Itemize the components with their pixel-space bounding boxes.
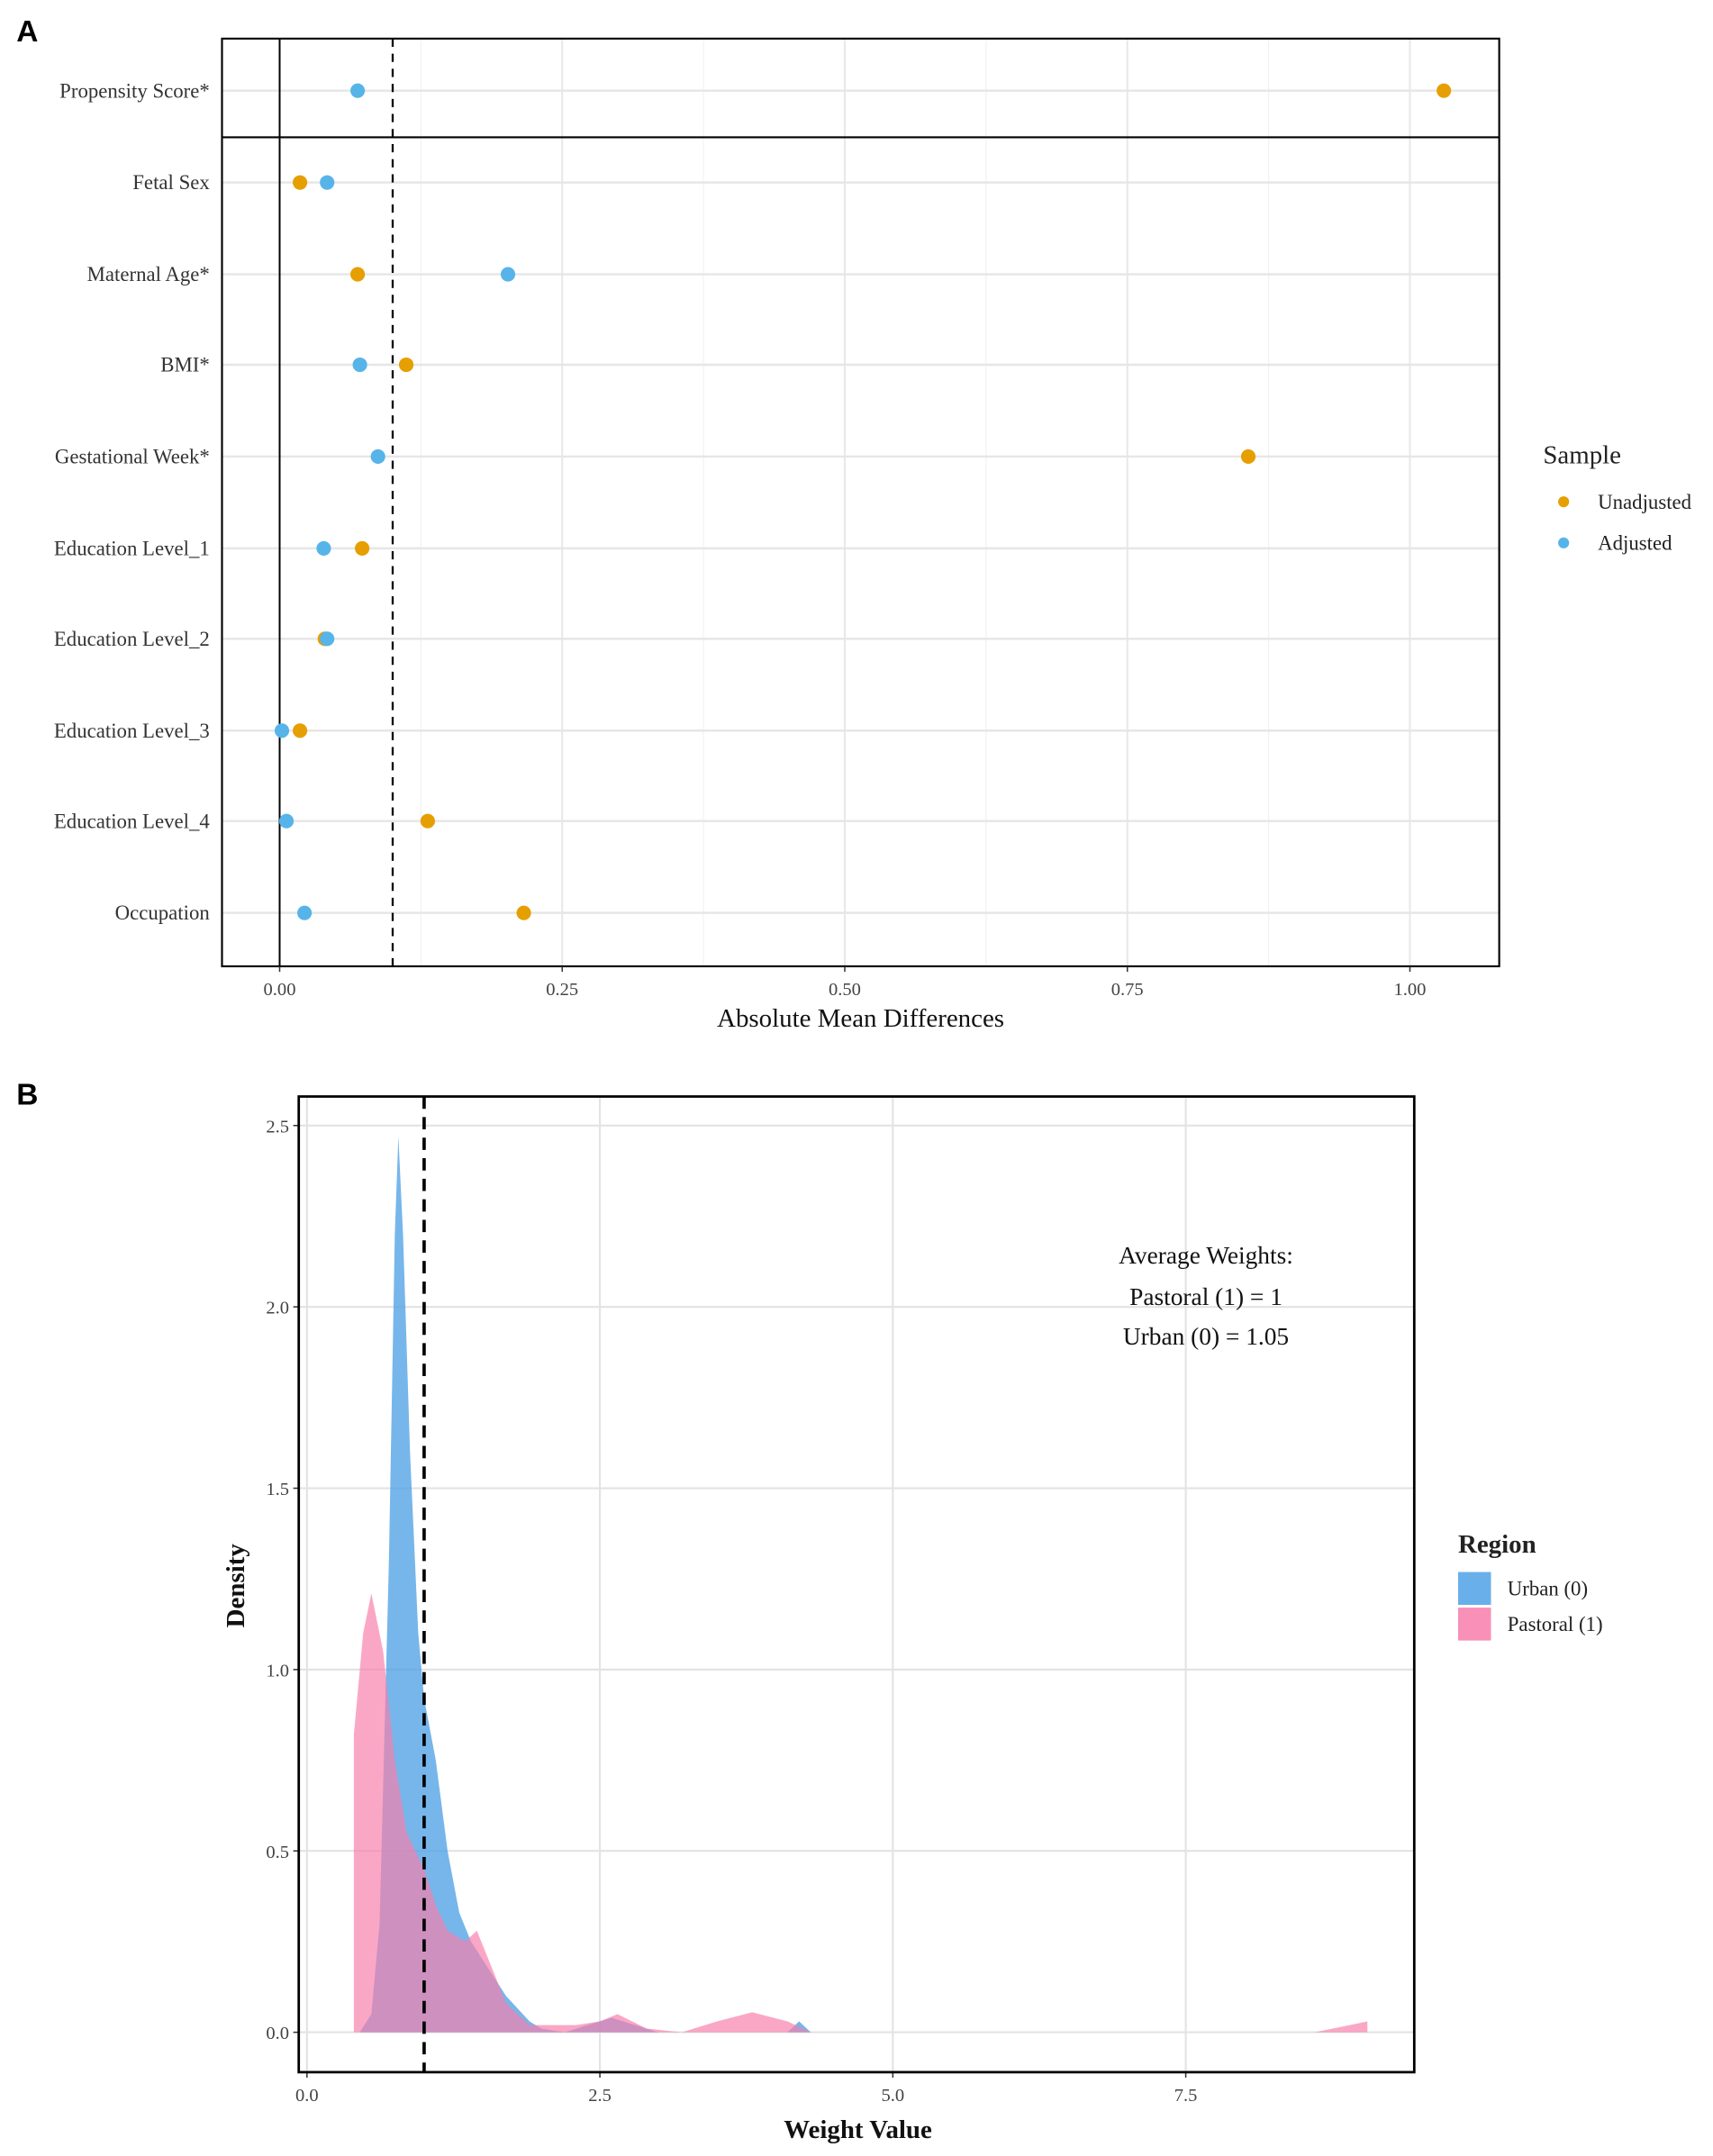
x-tick-label: 7.5 [1174, 2086, 1198, 2106]
point-adjusted [320, 175, 335, 190]
y-tick-label: Education Level_3 [54, 720, 210, 742]
legend-swatch-pastoral [1457, 1608, 1491, 1641]
point-adjusted [352, 357, 367, 373]
point-adjusted [500, 267, 516, 282]
panel-a-legend-title: Sample [1543, 441, 1621, 470]
point-adjusted [316, 540, 331, 556]
plot-border [221, 37, 1500, 968]
legend-marker-adjusted [1558, 537, 1570, 548]
point-unadjusted [1437, 83, 1452, 98]
x-tick-label: 0.00 [264, 980, 296, 1000]
point-unadjusted [1240, 448, 1256, 465]
annotation-line-1: Average Weights: [1119, 1242, 1293, 1269]
y-tick-label: Education Level_4 [54, 810, 211, 832]
point-unadjusted [398, 357, 414, 373]
y-tick-label: 1.5 [266, 1480, 289, 1499]
panel-b-y-axis-title: Density [222, 1544, 250, 1628]
point-unadjusted [420, 813, 435, 829]
panel-a-x-axis-title: Absolute Mean Differences [717, 1004, 1004, 1033]
legend-marker-unadjusted [1558, 496, 1570, 508]
y-tick-label: 0.5 [266, 1843, 289, 1862]
point-unadjusted [516, 905, 531, 920]
point-unadjusted [293, 175, 308, 190]
density-area-pastoral [353, 1593, 1368, 2033]
point-adjusted [350, 83, 366, 98]
annotation-line-3: Urban (0) = 1.05 [1123, 1323, 1289, 1350]
y-tick-label: Fetal Sex [132, 171, 210, 194]
legend-label-urban: Urban (0) [1508, 1577, 1588, 1599]
x-tick-label: 5.0 [881, 2086, 904, 2106]
x-tick-label: 0.75 [1111, 980, 1144, 1000]
plot-border [297, 1095, 1416, 2074]
panel-b-density-plot: 0.0 2.5 5.0 7.5 0.0 0.5 1.0 1.5 2.0 2.5 Urban (0) P… [266, 1095, 1603, 2106]
legend-label-unadjusted: Unadjusted [1598, 491, 1691, 513]
y-tick-label: Education Level_2 [54, 628, 210, 650]
point-adjusted [370, 448, 385, 465]
x-tick-label: 0.25 [546, 980, 578, 1000]
panel-a-balance-plot: Propensity Score* Fetal Sex Maternal Age* B… [54, 37, 1692, 1000]
y-tick-label: 2.5 [266, 1117, 289, 1137]
x-tick-label: 0.50 [829, 980, 861, 1000]
y-tick-label: Gestational Week* [55, 446, 210, 468]
x-tick-label: 2.5 [588, 2086, 612, 2106]
x-tick-label: 0.0 [295, 2086, 319, 2106]
y-tick-label: Propensity Score* [59, 79, 210, 102]
point-adjusted [278, 813, 295, 829]
point-adjusted [320, 631, 335, 647]
panel-b-x-axis-title: Weight Value [784, 2115, 932, 2144]
x-tick-label: 1.00 [1394, 980, 1427, 1000]
y-tick-label: BMI* [160, 354, 210, 376]
panel-label-a: A [16, 15, 38, 49]
y-tick-label: 0.0 [266, 2024, 289, 2043]
point-adjusted [274, 723, 290, 738]
legend-swatch-urban [1457, 1572, 1491, 1606]
y-tick-label: Education Level_1 [54, 538, 210, 560]
panel-label-b: B [16, 1079, 38, 1112]
point-unadjusted [355, 540, 370, 556]
y-tick-label: 1.0 [266, 1661, 289, 1680]
annotation-line-2: Pastoral (1) = 1 [1129, 1283, 1282, 1310]
point-adjusted [297, 905, 313, 920]
y-tick-label: Maternal Age* [87, 263, 210, 285]
legend-label-pastoral: Pastoral (1) [1508, 1613, 1603, 1635]
panel-b-legend-title: Region [1458, 1530, 1536, 1559]
point-unadjusted [293, 723, 308, 738]
point-unadjusted [350, 267, 366, 282]
y-tick-label: 2.0 [266, 1299, 289, 1318]
legend-label-adjusted: Adjusted [1598, 531, 1672, 554]
y-tick-label: Occupation [115, 901, 211, 924]
